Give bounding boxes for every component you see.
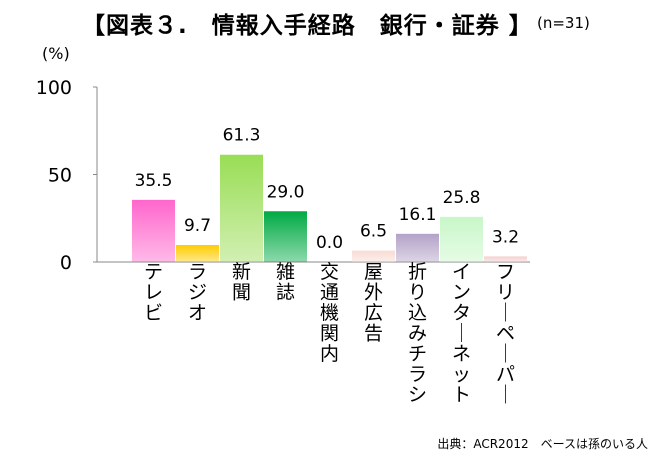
y-tick-label: 50 [48,165,72,187]
sample-size-label: (n=31) [537,14,590,32]
value-label: 3.2 [492,227,519,247]
value-label: 16.1 [399,205,437,225]
bar-9 [484,256,527,262]
bar-7 [396,233,439,262]
y-tick-label: 0 [60,252,72,274]
value-label: 61.3 [223,126,261,146]
bar-4 [264,211,307,262]
value-label: 9.7 [184,216,211,236]
category-label: 折り込みチラシ [408,261,427,406]
y-tick-label: 100 [36,77,72,99]
bar-6 [352,250,395,262]
value-label: 29.0 [267,182,305,202]
category-label: フリ｜ペ｜パ｜ [496,261,515,406]
category-label: インタ｜ネット [452,261,471,406]
source-note: 出典：ACR2012 ベースは孫のいる人 [437,437,648,451]
category-label: 屋外広告 [364,261,383,345]
category-label: 新聞 [232,261,251,304]
bar-2 [176,245,219,262]
chart-title: 【図表３. 情報入手経路 銀行・証券 】 [82,13,533,39]
bar-3 [220,154,263,262]
category-label: 交通機関内 [320,261,339,365]
category-label: 雑誌 [276,261,295,304]
y-axis-unit-label: (%) [42,44,70,63]
value-label: 0.0 [316,233,343,253]
bar-1 [132,199,175,262]
bar-8 [440,216,483,262]
value-label: 6.5 [360,222,387,242]
value-label: 35.5 [135,171,173,191]
value-label: 25.8 [443,188,481,208]
category-label: テレビ [144,261,163,324]
category-label: ラジオ [188,261,207,324]
